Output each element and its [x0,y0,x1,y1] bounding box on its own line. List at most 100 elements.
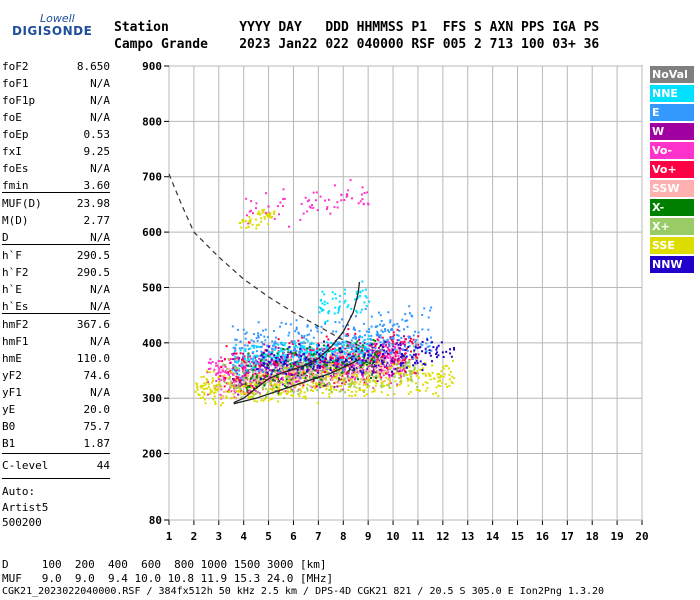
data-point [306,362,309,365]
data-point [408,312,411,315]
data-point [364,369,367,372]
data-point [444,364,447,367]
data-point [400,382,403,385]
data-point [368,300,371,303]
data-point [232,389,235,392]
data-point [259,346,262,349]
data-point [302,396,305,399]
data-point [311,347,314,350]
data-point [205,378,208,381]
data-point [235,375,238,378]
data-point [376,350,379,353]
data-point [299,347,302,350]
data-point [309,355,312,358]
data-point [297,331,300,334]
data-point [287,360,290,363]
data-point [397,373,400,376]
data-point [414,347,417,350]
data-point [342,331,345,334]
data-point [267,345,270,348]
data-point [350,377,353,380]
data-point [292,365,295,368]
data-point [394,367,397,370]
data-point [345,341,348,344]
data-point [306,200,309,203]
data-point [340,318,343,321]
data-point [437,344,440,347]
data-point [321,309,324,312]
data-point [244,337,247,340]
data-point [387,378,390,381]
data-point [417,335,420,338]
data-point [249,220,252,223]
data-point [386,329,389,332]
data-point [343,361,346,364]
data-point [324,384,327,387]
data-point [409,337,412,340]
data-point [262,371,265,374]
data-point [285,378,288,381]
data-point [248,365,251,368]
data-point [225,390,228,393]
data-point [410,340,413,343]
data-point [264,353,267,356]
data-point [438,376,441,379]
data-point [320,325,323,328]
data-point [367,347,370,350]
data-point [225,345,228,348]
data-point [421,363,424,366]
data-point [262,379,265,382]
data-point [282,368,285,371]
data-point [266,375,269,378]
data-point [379,341,382,344]
data-point [359,291,362,294]
data-point [285,359,288,362]
data-point [246,375,249,378]
data-point [421,367,424,370]
data-point [325,375,328,378]
data-point [263,215,266,218]
data-point [373,390,376,393]
data-point [316,360,319,363]
data-point [315,362,318,365]
data-point [362,383,365,386]
data-point [306,339,309,342]
data-point [401,365,404,368]
data-point [289,380,292,383]
data-point [397,357,400,360]
data-point [229,383,232,386]
data-point [410,377,413,380]
data-point [299,362,302,365]
data-point [312,362,315,365]
data-point [306,334,309,337]
data-point [258,357,261,360]
data-point [415,339,418,342]
data-point [258,392,261,395]
data-point [377,372,380,375]
param-row: B1 1.87 [2,437,110,453]
data-point [305,351,308,354]
data-point [399,374,402,377]
data-point [262,356,265,359]
data-point [301,336,304,339]
data-point [263,383,266,386]
data-point [248,369,251,372]
data-point [270,352,273,355]
data-point [259,354,262,357]
data-point [270,373,273,376]
data-point [393,360,396,363]
data-point [247,357,250,360]
data-point [411,356,414,359]
data-point [242,391,245,394]
param-row: foF2 8.650 [2,60,110,76]
data-point [269,376,272,379]
data-point [328,310,331,313]
data-point [317,354,320,357]
data-point [288,376,291,379]
param-name: yF1 [2,386,22,399]
data-point [355,309,358,312]
data-point [335,344,338,347]
param-value: 110.0 [76,352,110,365]
data-point [401,354,404,357]
data-point [232,372,235,375]
